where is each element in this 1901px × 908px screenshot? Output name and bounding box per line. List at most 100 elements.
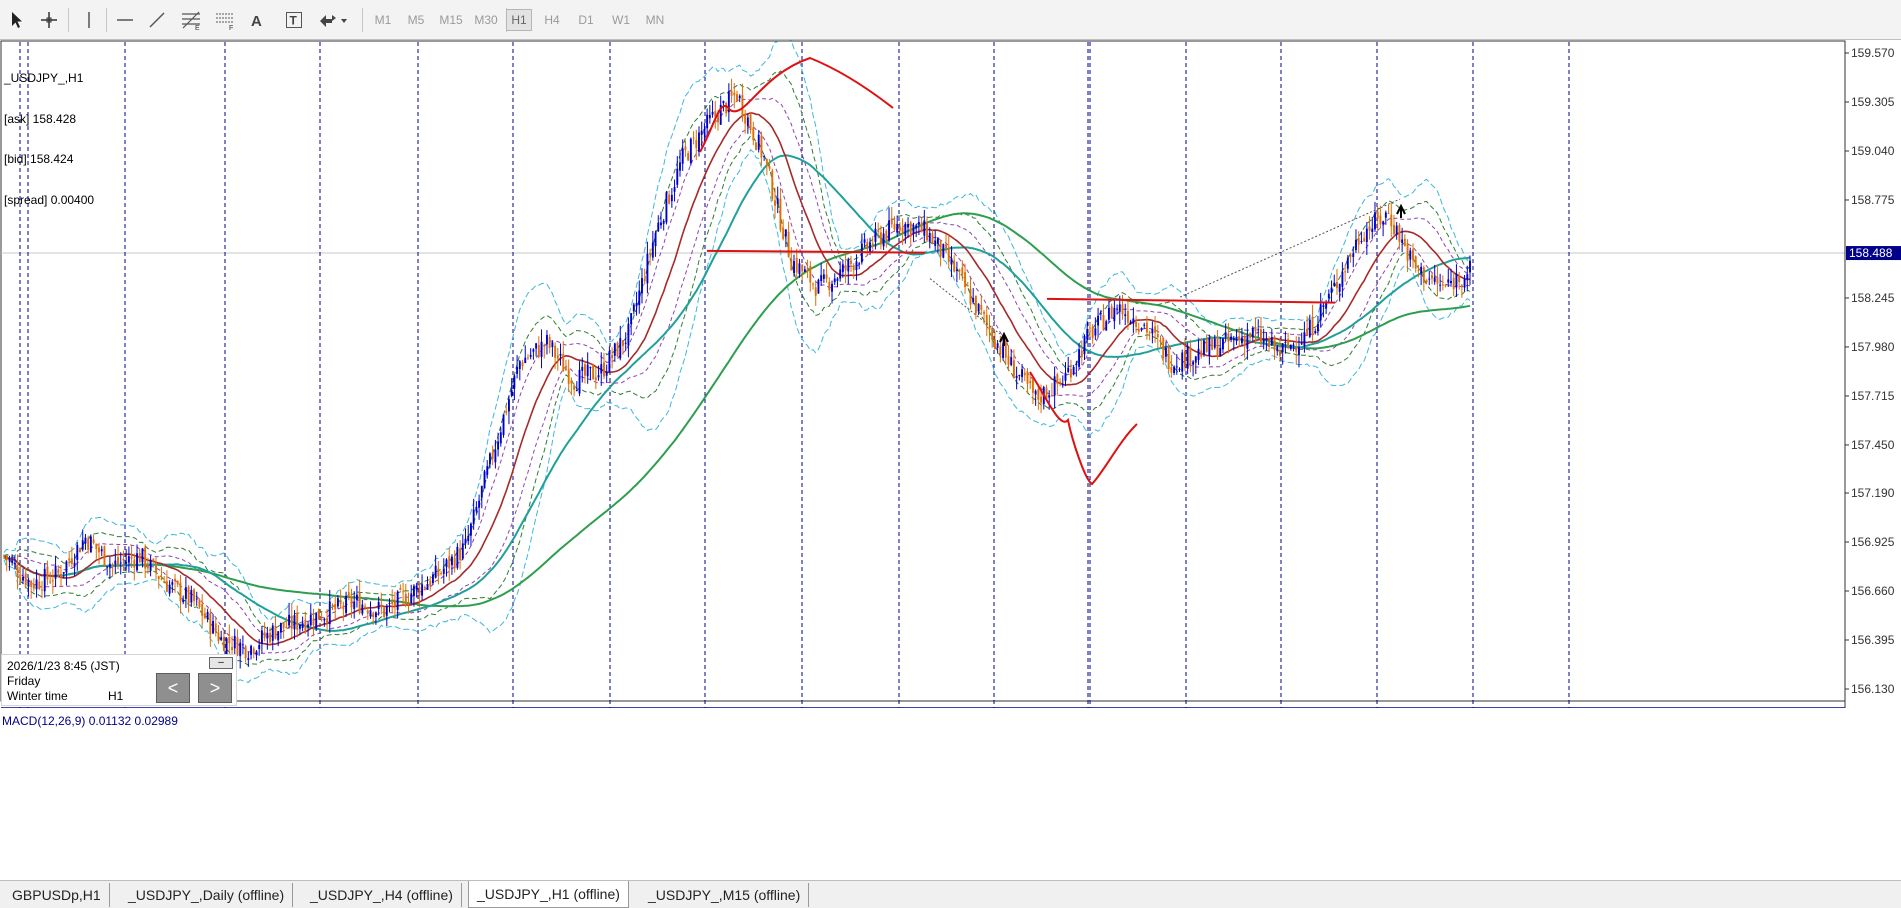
candle-body bbox=[1118, 304, 1121, 312]
candle-body bbox=[567, 369, 570, 384]
candle-body bbox=[146, 565, 149, 569]
prev-button[interactable]: < bbox=[156, 673, 190, 703]
candle-body bbox=[980, 304, 983, 310]
candle-body bbox=[1232, 338, 1235, 341]
horizontal-line-icon[interactable] bbox=[114, 7, 136, 33]
candle-body bbox=[334, 603, 337, 610]
candle-body bbox=[1463, 278, 1466, 288]
candle-body bbox=[654, 232, 657, 247]
candle-body bbox=[1018, 374, 1021, 376]
candle-body bbox=[866, 242, 869, 249]
candle-body bbox=[784, 229, 787, 237]
timeframe-mn[interactable]: MN bbox=[645, 13, 665, 27]
candle-body bbox=[1344, 271, 1347, 273]
candle-body bbox=[1401, 239, 1404, 243]
candle-body bbox=[681, 148, 684, 164]
candle-body bbox=[92, 539, 95, 543]
tab-usdjpy-h1[interactable]: _USDJPY_,H1 (offline) bbox=[468, 881, 629, 908]
candle-body bbox=[850, 260, 852, 264]
price-info: _USDJPY_,H1 [ask] 158.428 [bid] 158.424 … bbox=[4, 45, 94, 221]
minimize-button[interactable]: – bbox=[209, 657, 233, 669]
next-button[interactable]: > bbox=[198, 673, 232, 703]
crosshair-icon[interactable] bbox=[36, 7, 62, 33]
tab-gbpusd-h1[interactable]: GBPUSDp,H1 bbox=[4, 883, 110, 907]
candle-body bbox=[176, 581, 179, 585]
candle-body bbox=[901, 227, 904, 233]
candle-body bbox=[763, 156, 766, 158]
tab-usdjpy-h4[interactable]: _USDJPY_,H4 (offline) bbox=[302, 883, 462, 907]
candle-body bbox=[825, 274, 828, 279]
candle-body bbox=[513, 375, 516, 389]
candle-body bbox=[114, 560, 117, 565]
timeframe-m5[interactable]: M5 bbox=[407, 13, 425, 27]
candle-body bbox=[155, 562, 157, 573]
candle-body bbox=[831, 283, 833, 292]
candle-body bbox=[1135, 321, 1138, 327]
vertical-line-icon[interactable] bbox=[78, 7, 100, 33]
candle-body bbox=[798, 263, 801, 274]
candle-body bbox=[1355, 239, 1357, 251]
candle-body bbox=[706, 114, 709, 129]
candle-body bbox=[619, 338, 622, 359]
candle-body bbox=[1360, 241, 1363, 243]
candle-body bbox=[152, 559, 155, 562]
candlesticks bbox=[3, 78, 1471, 669]
candle-body bbox=[630, 313, 633, 325]
candle-body bbox=[1444, 284, 1447, 286]
candle-body bbox=[1026, 371, 1029, 384]
timeframe-w1[interactable]: W1 bbox=[612, 13, 630, 27]
candle-body bbox=[841, 264, 844, 273]
text-label-icon[interactable]: T bbox=[282, 7, 306, 33]
candle-body bbox=[907, 223, 909, 228]
candle-body bbox=[920, 222, 923, 233]
chart-grid bbox=[0, 40, 1846, 708]
candle-body bbox=[1260, 329, 1262, 344]
candle-body bbox=[391, 601, 394, 605]
timeframe-m15[interactable]: M15 bbox=[439, 13, 463, 27]
fibonacci-icon[interactable]: E bbox=[178, 7, 204, 33]
candle-body bbox=[836, 278, 839, 281]
price-tick-label: 159.570 bbox=[1851, 46, 1895, 60]
arrow-shapes-icon[interactable] bbox=[316, 7, 350, 33]
candle-body bbox=[282, 622, 285, 629]
candle-body bbox=[141, 548, 144, 563]
tab-usdjpy-daily[interactable]: _USDJPY_,Daily (offline) bbox=[120, 883, 294, 907]
timeframe-h4[interactable]: H4 bbox=[544, 13, 560, 27]
price-chart[interactable]: 159.570 159.305 159.040 158.775 158.245 157.9… bbox=[0, 40, 1901, 708]
candle-body bbox=[833, 278, 836, 283]
candle-body bbox=[529, 354, 532, 357]
timeframe-h1[interactable]: H1 bbox=[506, 9, 532, 31]
candle-body bbox=[806, 267, 809, 270]
candle-body bbox=[415, 585, 418, 590]
candle-body bbox=[622, 340, 624, 346]
candle-body bbox=[1428, 278, 1431, 280]
candle-body bbox=[532, 349, 535, 352]
candle-body bbox=[801, 264, 804, 272]
candle-body bbox=[133, 559, 136, 568]
tab-usdjpy-m15[interactable]: _USDJPY_,M15 (offline) bbox=[640, 883, 810, 907]
candle-body bbox=[1414, 256, 1417, 269]
candle-body bbox=[1273, 336, 1276, 351]
candle-body bbox=[1425, 280, 1428, 283]
text-icon[interactable]: A bbox=[246, 7, 268, 33]
candle-body bbox=[95, 543, 98, 549]
timeframe-d1[interactable]: D1 bbox=[578, 13, 594, 27]
candle-body bbox=[665, 192, 668, 223]
candle-body bbox=[1059, 381, 1062, 383]
candle-body bbox=[429, 580, 432, 586]
candle-body bbox=[869, 242, 871, 252]
candle-body bbox=[1317, 323, 1319, 332]
candle-body bbox=[624, 342, 627, 344]
cursor-icon[interactable] bbox=[4, 7, 30, 33]
candle-body bbox=[548, 337, 551, 348]
candle-body bbox=[57, 569, 60, 574]
candle-body bbox=[942, 244, 945, 258]
timeframe-m30[interactable]: M30 bbox=[474, 13, 498, 27]
candle-body bbox=[1099, 312, 1102, 315]
timeframe-m1[interactable]: M1 bbox=[374, 13, 392, 27]
channel-icon[interactable]: F bbox=[212, 7, 238, 33]
candle-body bbox=[812, 283, 814, 285]
candle-body bbox=[1417, 270, 1420, 272]
candle-body bbox=[1279, 350, 1281, 356]
trendline-icon[interactable] bbox=[146, 7, 168, 33]
